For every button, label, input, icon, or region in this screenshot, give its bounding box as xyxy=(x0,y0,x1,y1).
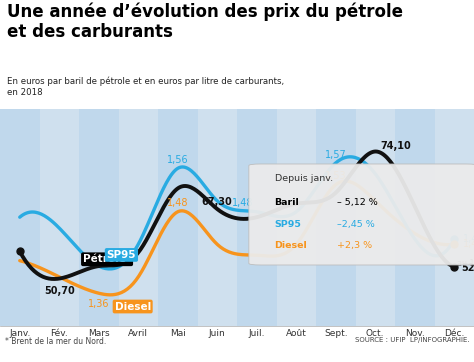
Text: 67,30: 67,30 xyxy=(202,197,233,207)
Text: –2,45 %: –2,45 % xyxy=(334,220,374,229)
Text: 1,48: 1,48 xyxy=(167,198,189,209)
Text: – 5,12 %: – 5,12 % xyxy=(334,198,377,207)
FancyBboxPatch shape xyxy=(249,164,474,265)
Text: SP95: SP95 xyxy=(107,250,136,260)
Bar xyxy=(395,109,435,326)
Bar xyxy=(356,109,395,326)
Bar xyxy=(198,109,237,326)
Bar xyxy=(0,109,39,326)
Text: 1,48: 1,48 xyxy=(232,198,254,209)
Text: 1,36: 1,36 xyxy=(88,299,109,310)
Text: +2,3 %: +2,3 % xyxy=(334,241,372,250)
Point xyxy=(450,264,458,270)
Text: 74,10: 74,10 xyxy=(381,141,411,151)
Text: Pétrole*: Pétrole* xyxy=(83,254,131,264)
Point xyxy=(450,241,458,247)
Text: Diesel: Diesel xyxy=(274,241,307,250)
Text: 50,70: 50,70 xyxy=(44,286,74,296)
Text: au 14 déc.: au 14 déc. xyxy=(457,259,474,268)
Bar xyxy=(158,109,198,326)
Text: En euros par baril de pétrole et en euros par litre de carburants,
en 2018: En euros par baril de pétrole et en euro… xyxy=(7,76,284,97)
Text: 1,57: 1,57 xyxy=(325,150,346,160)
Point xyxy=(450,236,458,242)
Bar xyxy=(237,109,276,326)
Point xyxy=(16,248,24,254)
Text: 1,42: 1,42 xyxy=(463,239,474,249)
Text: 1,53: 1,53 xyxy=(325,171,346,181)
Bar xyxy=(316,109,356,326)
Bar xyxy=(118,109,158,326)
Text: 52,90: 52,90 xyxy=(461,263,474,273)
Text: Une année d’évolution des prix du pétrole
et des carburants: Une année d’évolution des prix du pétrol… xyxy=(7,2,403,41)
Text: SOURCE : UFIP  LP/INFOGRAPHIE.: SOURCE : UFIP LP/INFOGRAPHIE. xyxy=(355,337,469,343)
Bar xyxy=(435,109,474,326)
Text: 1,43: 1,43 xyxy=(463,234,474,244)
Text: 1,56: 1,56 xyxy=(167,155,189,165)
Text: Depuis janv.: Depuis janv. xyxy=(274,174,333,183)
Bar xyxy=(276,109,316,326)
Bar xyxy=(39,109,79,326)
Text: Baril: Baril xyxy=(274,198,299,207)
Text: Diesel: Diesel xyxy=(115,302,151,312)
Bar xyxy=(79,109,118,326)
Text: SP95: SP95 xyxy=(274,220,301,229)
Text: * Brent de la mer du Nord.: * Brent de la mer du Nord. xyxy=(5,337,106,346)
